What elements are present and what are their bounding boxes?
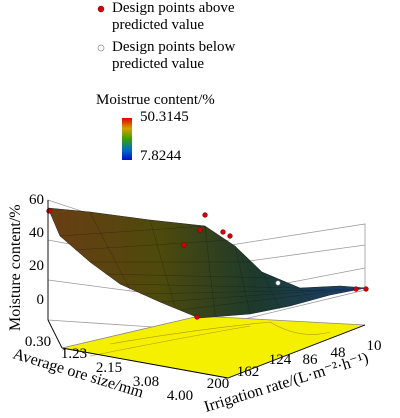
design-point	[181, 242, 187, 248]
floor-contours	[89, 321, 331, 357]
x-tick-label: 3.08	[133, 374, 159, 390]
x-tick-label: 4.00	[167, 388, 193, 404]
z-ticks: 60 40 20 0	[29, 192, 44, 308]
z-axis-label: Moisture content/%	[7, 204, 24, 331]
colorbar-min: 7.8244	[140, 148, 182, 164]
design-point	[275, 280, 281, 286]
design-point	[197, 227, 203, 233]
design-point	[353, 286, 359, 292]
colorbar	[122, 118, 132, 160]
legend-above-line2: predicted value	[112, 17, 205, 33]
surface-mesh	[59, 211, 361, 317]
z-tick-label: 40	[29, 225, 44, 241]
z-tick-label: 20	[29, 258, 44, 274]
y-tick-label: 10	[367, 338, 382, 354]
design-point	[202, 212, 208, 218]
design-point	[227, 233, 233, 239]
y-tick-label: 124	[269, 352, 292, 368]
response-surface	[47, 207, 367, 319]
design-point	[220, 229, 226, 235]
y-ticks: 200 162 124 86 48 10	[207, 338, 382, 392]
design-point	[363, 286, 369, 292]
y-tick-label: 86	[303, 352, 319, 368]
colorbar-max: 50.3145	[140, 109, 189, 125]
legend-below-line2: predicted value	[112, 56, 205, 72]
legend-marker-below	[97, 44, 105, 52]
legend-marker-above	[97, 5, 105, 13]
x-tick-label: 2.15	[96, 360, 122, 376]
legend-below-line1: Design points below	[112, 39, 236, 55]
x-ticks: 0.30 1.23 2.15 3.08 4.00	[25, 334, 193, 404]
colorbar-title: Moistrue content/%	[96, 92, 215, 108]
y-tick-label: 200	[207, 376, 230, 392]
y-tick-label: 162	[237, 364, 260, 380]
axes-frame	[47, 200, 366, 379]
z-tick-label: 60	[29, 192, 44, 208]
design-points-below	[275, 280, 281, 286]
x-tick-label: 1.23	[61, 346, 87, 362]
legend-above-line1: Design points above	[112, 0, 235, 16]
y-tick-label: 48	[331, 345, 346, 361]
z-tick-label: 0	[37, 292, 45, 308]
design-point	[46, 208, 52, 214]
x-tick-label: 0.30	[25, 334, 51, 350]
design-point	[194, 314, 200, 320]
